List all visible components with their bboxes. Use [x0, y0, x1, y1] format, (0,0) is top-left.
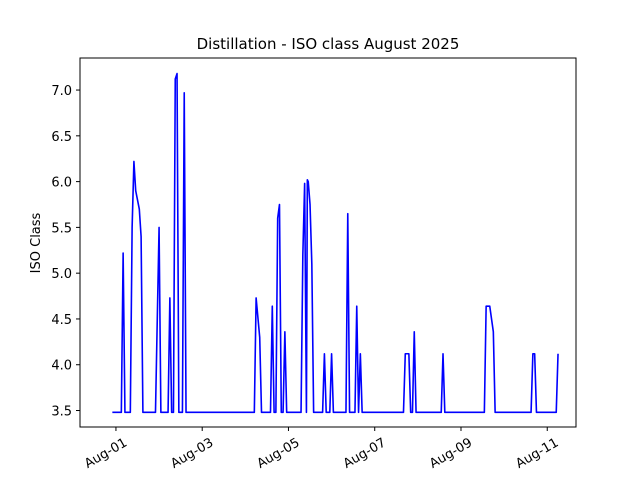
- x-axis-ticks: Aug-01 Aug-03 Aug-05 Aug-07 Aug-09 Aug-11: [82, 427, 561, 472]
- plot-area-frame: [79, 57, 577, 428]
- y-tick-label: 4.5: [51, 313, 72, 328]
- chart-title: Distillation - ISO class August 2025: [197, 35, 460, 53]
- x-tick-label: Aug-11: [513, 435, 561, 471]
- y-tick-label: 7.0: [51, 84, 72, 99]
- y-tick-label: 6.5: [51, 130, 72, 145]
- y-axis-label: ISO Class: [29, 212, 44, 273]
- x-tick-label: Aug-03: [168, 435, 216, 471]
- x-tick-label: Aug-07: [341, 435, 389, 471]
- x-tick-label: Aug-05: [255, 435, 303, 471]
- y-tick-label: 4.0: [51, 359, 72, 374]
- y-tick-label: 5.0: [51, 267, 72, 282]
- x-tick-label: Aug-01: [82, 435, 130, 471]
- y-tick-label: 3.5: [51, 405, 72, 420]
- y-tick-label: 6.0: [51, 176, 72, 191]
- y-axis-ticks: 3.5 4.0 4.5 5.0 5.5 6.0 6.5 7.0: [51, 84, 80, 420]
- y-tick-label: 5.5: [51, 221, 72, 236]
- x-tick-label: Aug-09: [427, 435, 475, 471]
- series-line-0: [112, 72, 559, 414]
- series-layer: [112, 72, 559, 414]
